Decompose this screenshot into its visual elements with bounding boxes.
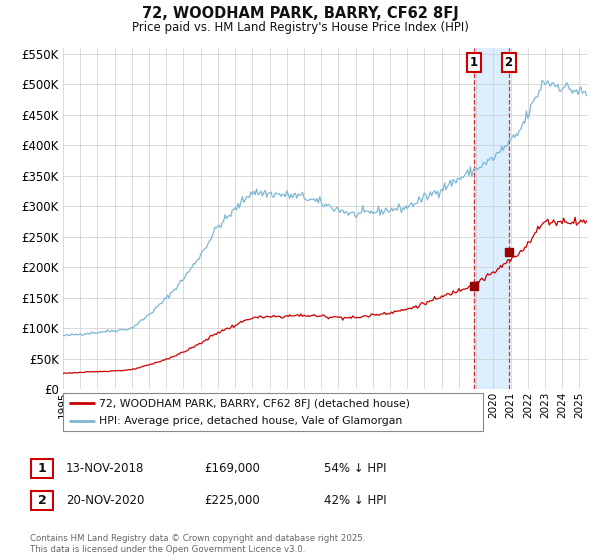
- Text: £225,000: £225,000: [204, 493, 260, 507]
- Text: Price paid vs. HM Land Registry's House Price Index (HPI): Price paid vs. HM Land Registry's House …: [131, 21, 469, 34]
- Text: 72, WOODHAM PARK, BARRY, CF62 8FJ: 72, WOODHAM PARK, BARRY, CF62 8FJ: [142, 6, 458, 21]
- Text: HPI: Average price, detached house, Vale of Glamorgan: HPI: Average price, detached house, Vale…: [98, 416, 402, 426]
- Text: 42% ↓ HPI: 42% ↓ HPI: [324, 493, 386, 507]
- FancyBboxPatch shape: [31, 459, 53, 478]
- Text: £169,000: £169,000: [204, 462, 260, 475]
- Bar: [474, 48, 509, 389]
- Text: Contains HM Land Registry data © Crown copyright and database right 2025.
This d: Contains HM Land Registry data © Crown c…: [30, 534, 365, 554]
- Text: 54% ↓ HPI: 54% ↓ HPI: [324, 462, 386, 475]
- Text: 2: 2: [505, 56, 513, 69]
- FancyBboxPatch shape: [31, 491, 53, 510]
- Text: 20-NOV-2020: 20-NOV-2020: [66, 493, 145, 507]
- Text: 1: 1: [470, 56, 478, 69]
- Text: 72, WOODHAM PARK, BARRY, CF62 8FJ (detached house): 72, WOODHAM PARK, BARRY, CF62 8FJ (detac…: [98, 399, 410, 409]
- Text: 2: 2: [38, 493, 46, 507]
- FancyBboxPatch shape: [63, 393, 483, 431]
- Text: 13-NOV-2018: 13-NOV-2018: [66, 462, 145, 475]
- Text: 1: 1: [38, 462, 46, 475]
